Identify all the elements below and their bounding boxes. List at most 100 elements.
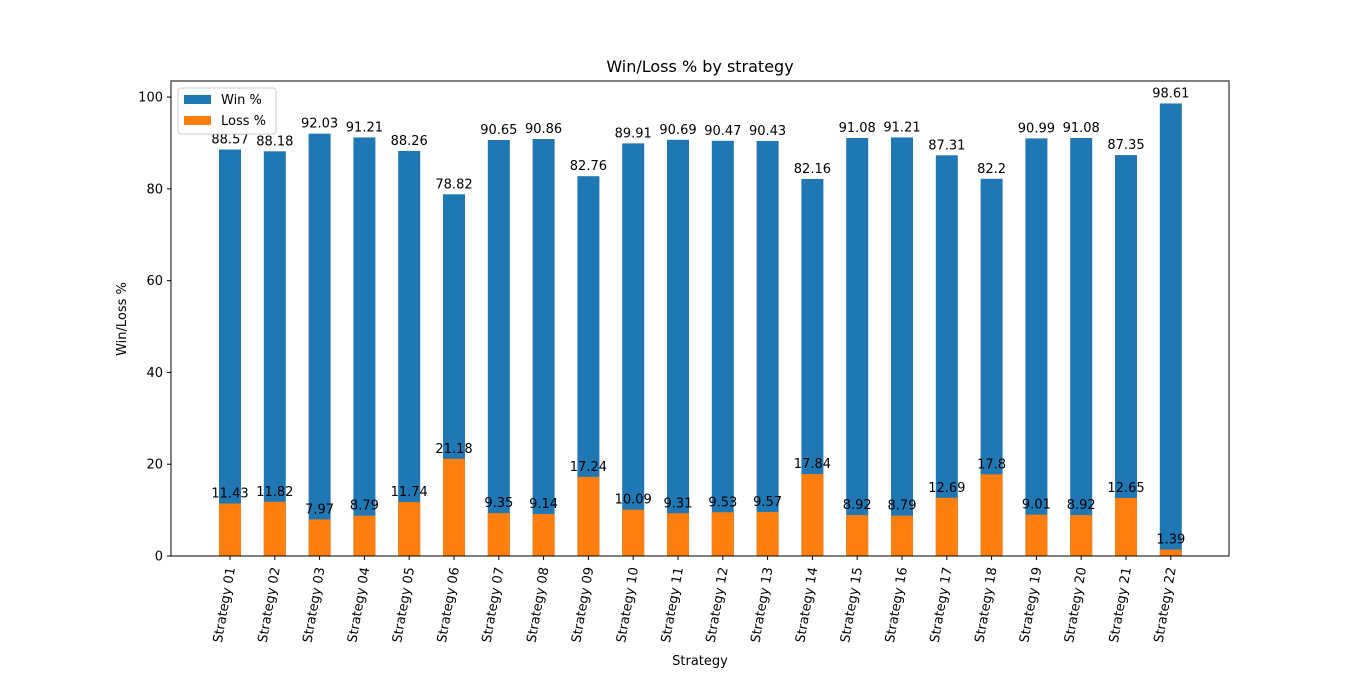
x-tick-label: Strategy 04 bbox=[345, 566, 373, 644]
win-bar bbox=[219, 149, 241, 556]
y-tick-label: 80 bbox=[146, 182, 163, 197]
win-bar bbox=[1115, 155, 1137, 557]
loss-value-label: 9.53 bbox=[708, 495, 737, 510]
win-value-label: 89.91 bbox=[615, 126, 652, 141]
y-axis-label: Win/Loss % bbox=[115, 282, 130, 356]
loss-bar bbox=[891, 515, 913, 556]
win-value-label: 90.99 bbox=[1018, 121, 1055, 136]
legend-label: Win % bbox=[221, 93, 262, 108]
loss-value-label: 8.79 bbox=[888, 499, 917, 514]
loss-bar bbox=[443, 458, 465, 556]
y-tick-label: 100 bbox=[138, 91, 163, 106]
x-tick-label: Strategy 10 bbox=[614, 566, 642, 644]
x-tick-label: Strategy 21 bbox=[1107, 566, 1135, 644]
x-tick-label: Strategy 20 bbox=[1062, 566, 1090, 644]
win-bar bbox=[1025, 138, 1048, 557]
loss-value-label: 9.14 bbox=[529, 497, 558, 512]
win-bar bbox=[846, 138, 869, 556]
loss-bar bbox=[353, 515, 376, 556]
loss-value-label: 9.01 bbox=[1022, 498, 1051, 513]
loss-bar bbox=[263, 501, 286, 556]
win-value-label: 91.08 bbox=[839, 121, 876, 136]
win-value-label: 88.57 bbox=[211, 133, 248, 148]
win-bar bbox=[308, 133, 331, 557]
loss-value-label: 21.18 bbox=[435, 442, 472, 457]
win-value-label: 92.03 bbox=[301, 117, 338, 132]
x-tick-label: Strategy 13 bbox=[749, 566, 777, 644]
x-tick-label: Strategy 05 bbox=[390, 566, 418, 644]
loss-bar bbox=[980, 474, 1003, 556]
loss-bar bbox=[1025, 514, 1048, 556]
loss-value-label: 12.69 bbox=[928, 481, 965, 496]
loss-value-label: 9.31 bbox=[664, 496, 693, 511]
loss-bar bbox=[801, 474, 824, 556]
win-value-label: 91.21 bbox=[883, 120, 920, 135]
x-axis: Strategy 01 Strategy 02 Strategy 03 Strateg… bbox=[211, 556, 1180, 644]
loss-bar bbox=[1070, 515, 1093, 556]
win-value-label: 90.69 bbox=[659, 123, 696, 138]
win-bar bbox=[711, 140, 734, 557]
win-value-label: 88.18 bbox=[256, 134, 293, 149]
loss-value-label: 8.92 bbox=[843, 498, 872, 513]
loss-value-label: 17.84 bbox=[794, 457, 831, 472]
loss-value-label: 9.57 bbox=[753, 495, 782, 510]
win-value-label: 82.2 bbox=[977, 162, 1006, 177]
win-bar bbox=[1159, 103, 1182, 557]
x-tick-label: Strategy 16 bbox=[883, 566, 911, 644]
win-bar bbox=[263, 151, 286, 556]
win-bar bbox=[398, 150, 421, 557]
win-value-label: 90.43 bbox=[749, 124, 786, 139]
bars-layer bbox=[219, 103, 1182, 557]
loss-bar bbox=[1115, 497, 1137, 556]
win-bar bbox=[577, 176, 600, 556]
win-bar bbox=[487, 139, 510, 556]
win-value-label: 90.65 bbox=[480, 123, 517, 138]
chart-title: Win/Loss % by strategy bbox=[606, 57, 793, 76]
win-value-label: 82.76 bbox=[570, 159, 607, 174]
x-tick-label: Strategy 08 bbox=[525, 566, 553, 644]
win-value-label: 88.26 bbox=[391, 134, 428, 149]
legend-swatch bbox=[184, 95, 211, 104]
x-tick-label: Strategy 01 bbox=[211, 566, 239, 644]
loss-bar bbox=[532, 514, 555, 556]
win-bar bbox=[801, 178, 824, 556]
loss-value-label: 11.43 bbox=[211, 487, 248, 502]
x-tick-label: Strategy 06 bbox=[435, 566, 463, 644]
x-tick-label: Strategy 09 bbox=[569, 566, 597, 644]
x-tick-label: Strategy 07 bbox=[480, 566, 508, 644]
legend: Win % Loss % bbox=[177, 87, 277, 135]
win-bar bbox=[935, 155, 958, 556]
x-tick-label: Strategy 19 bbox=[1017, 566, 1045, 644]
x-tick-label: Strategy 14 bbox=[793, 566, 821, 644]
loss-value-label: 17.8 bbox=[977, 457, 1006, 472]
win-bar bbox=[353, 137, 376, 556]
loss-value-label: 17.24 bbox=[570, 460, 607, 475]
loss-bar bbox=[398, 502, 421, 556]
loss-bar bbox=[846, 515, 869, 556]
loss-bar bbox=[487, 513, 510, 556]
loss-bar bbox=[219, 503, 241, 556]
loss-bar bbox=[711, 512, 734, 556]
x-tick-label: Strategy 02 bbox=[256, 566, 284, 644]
loss-bar bbox=[756, 512, 779, 556]
y-axis: 0 20 40 60 80 100 bbox=[138, 91, 171, 565]
win-value-label: 90.86 bbox=[525, 122, 562, 137]
x-tick-label: Strategy 15 bbox=[838, 566, 866, 644]
loss-bar bbox=[935, 497, 958, 556]
win-bar bbox=[667, 139, 689, 556]
legend-label: Loss % bbox=[221, 114, 266, 129]
win-value-label: 87.31 bbox=[928, 138, 965, 153]
win-value-label: 90.47 bbox=[704, 124, 741, 139]
loss-value-label: 12.65 bbox=[1107, 481, 1144, 496]
legend-swatch bbox=[184, 116, 211, 125]
win-value-label: 78.82 bbox=[435, 177, 472, 192]
x-tick-label: Strategy 22 bbox=[1152, 566, 1180, 644]
y-tick-label: 40 bbox=[146, 366, 163, 381]
loss-bar bbox=[308, 519, 331, 556]
loss-value-label: 9.35 bbox=[484, 496, 513, 511]
win-bar bbox=[980, 178, 1003, 557]
loss-value-label: 11.74 bbox=[391, 485, 428, 500]
y-tick-label: 0 bbox=[155, 550, 163, 565]
win-bar bbox=[756, 140, 779, 556]
